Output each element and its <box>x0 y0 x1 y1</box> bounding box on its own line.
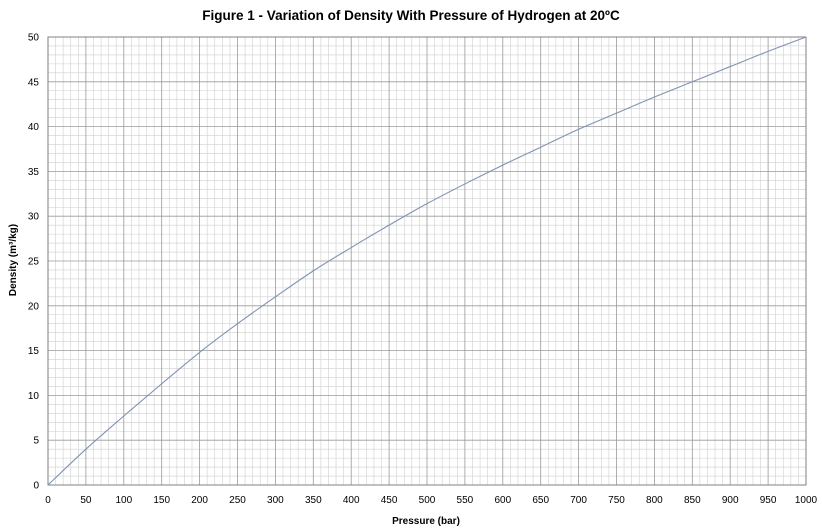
y-tick-label: 5 <box>33 436 39 447</box>
x-tick-label: 600 <box>494 495 511 506</box>
x-tick-label: 450 <box>381 495 398 506</box>
y-tick-label: 15 <box>28 346 40 357</box>
chart-title: Figure 1 - Variation of Density With Pre… <box>202 8 620 23</box>
y-tick-label: 0 <box>33 481 39 492</box>
y-axis-title: Density (m³/kg) <box>8 224 19 296</box>
y-tick-label: 35 <box>28 167 40 178</box>
x-tick-label: 800 <box>646 495 663 506</box>
y-tick-label: 40 <box>28 122 40 133</box>
x-tick-label: 850 <box>684 495 701 506</box>
x-tick-label: 50 <box>80 495 92 506</box>
y-tick-label: 45 <box>28 77 40 88</box>
x-tick-label: 650 <box>532 495 549 506</box>
x-tick-label: 550 <box>457 495 474 506</box>
density-series-line <box>47 36 807 486</box>
y-tick-label: 25 <box>28 257 40 268</box>
plot-border <box>47 36 807 486</box>
y-tick-label: 50 <box>28 33 40 44</box>
x-tick-label: 250 <box>229 495 246 506</box>
x-tick-label: 200 <box>191 495 208 506</box>
x-tick-label: 350 <box>305 495 322 506</box>
x-tick-label: 150 <box>153 495 170 506</box>
x-tick-label: 700 <box>570 495 587 506</box>
x-tick-label: 100 <box>115 495 132 506</box>
x-axis-title: Pressure (bar) <box>392 516 460 527</box>
major-gridlines <box>47 36 807 486</box>
x-tick-label: 750 <box>608 495 625 506</box>
x-tick-label: 900 <box>722 495 739 506</box>
x-tick-label: 500 <box>419 495 436 506</box>
x-axis-tick-labels: 0 50 100 150 200 250 300 350 400 450 500 550 600 650 7… <box>45 495 817 506</box>
x-tick-label: 0 <box>45 495 51 506</box>
x-tick-label: 300 <box>267 495 284 506</box>
y-axis-tick-labels: 0 5 10 15 20 25 30 35 40 45 50 <box>28 33 40 492</box>
y-tick-label: 20 <box>28 301 40 312</box>
y-tick-label: 30 <box>28 212 40 223</box>
x-tick-label: 950 <box>760 495 777 506</box>
x-tick-label: 1000 <box>795 495 818 506</box>
y-tick-label: 10 <box>28 391 40 402</box>
x-tick-label: 400 <box>343 495 360 506</box>
